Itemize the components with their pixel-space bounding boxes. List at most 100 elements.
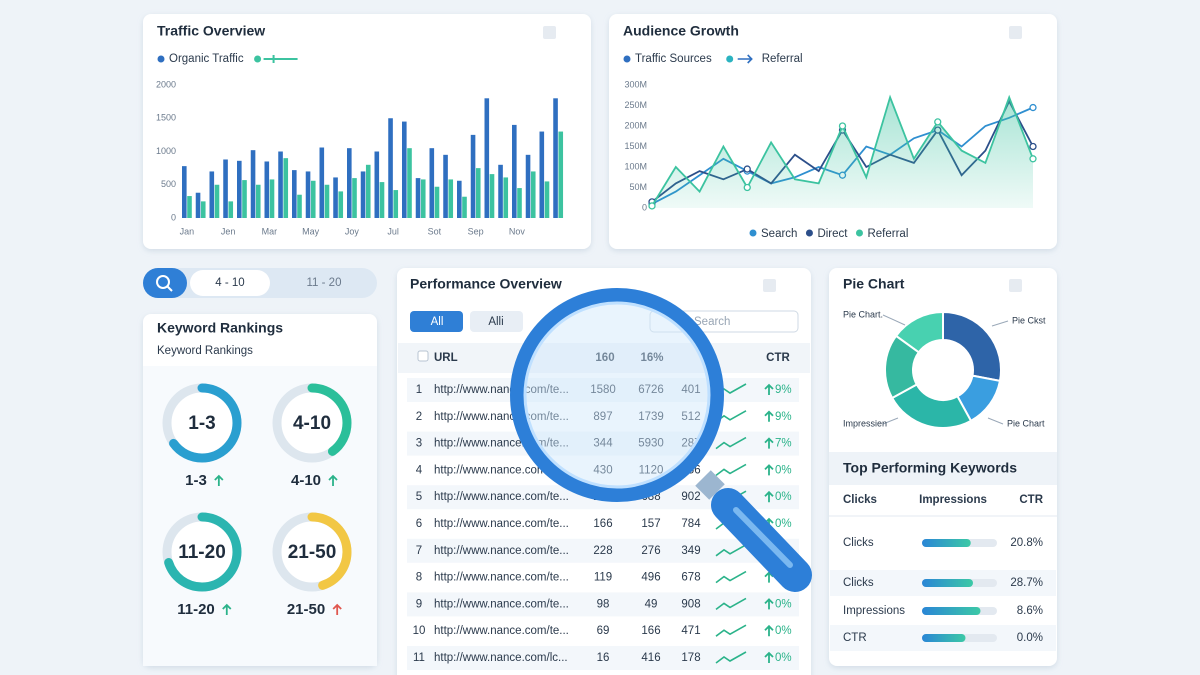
sparkline bbox=[715, 570, 747, 584]
sparkline bbox=[715, 436, 747, 450]
arrow-icon bbox=[332, 603, 342, 615]
checkbox[interactable] bbox=[417, 350, 429, 362]
bar bbox=[525, 154, 531, 218]
search-tab[interactable] bbox=[143, 268, 187, 298]
cell: 157 bbox=[641, 518, 660, 530]
cell: 512 bbox=[681, 411, 700, 423]
column-header: CTR bbox=[1019, 494, 1043, 506]
gauge-arc bbox=[162, 383, 242, 463]
cell: 228 bbox=[593, 545, 612, 557]
y-tick-label: 100M bbox=[624, 161, 647, 171]
x-tick-label: Nov bbox=[509, 226, 526, 236]
bar bbox=[338, 191, 344, 218]
gauge-label: 11-20 bbox=[178, 542, 226, 563]
cell: Clicks bbox=[843, 577, 874, 589]
bar bbox=[484, 98, 490, 218]
bar bbox=[429, 148, 435, 218]
x-tick-label: Sot bbox=[428, 226, 442, 236]
pie-label: Pie Chart bbox=[1007, 418, 1045, 428]
cell: 6 bbox=[416, 518, 422, 530]
y-tick-label: 200M bbox=[624, 120, 647, 130]
cell: Clicks bbox=[843, 537, 874, 549]
cell: http://www.nance.com/te... bbox=[434, 598, 569, 610]
bar bbox=[539, 131, 545, 218]
bar bbox=[415, 178, 421, 218]
icon bbox=[1009, 26, 1022, 39]
bar bbox=[195, 192, 201, 218]
arrow-icon bbox=[764, 383, 774, 395]
keywords-title-bar bbox=[829, 452, 1057, 485]
bar bbox=[305, 171, 311, 218]
cell: 3 bbox=[416, 438, 422, 450]
y-tick-label: 250M bbox=[624, 100, 647, 110]
bar bbox=[187, 196, 192, 218]
cell: 1580 bbox=[590, 384, 616, 396]
cell: http://www.nance.com/te... bbox=[434, 411, 569, 423]
cell: http://www.nance.com/te... bbox=[434, 384, 569, 396]
bar bbox=[333, 177, 338, 218]
tab[interactable]: 4 - 10 bbox=[215, 277, 244, 289]
cell: 178 bbox=[681, 652, 700, 664]
cell: http://www.nance.com/te... bbox=[434, 572, 569, 584]
gauge-label: 4-10 bbox=[293, 413, 331, 434]
y-tick-label: 1500 bbox=[156, 113, 176, 123]
cell: 2 bbox=[416, 411, 422, 423]
pie-slice bbox=[942, 310, 1002, 383]
y-tick-label: 300M bbox=[624, 79, 647, 89]
button-label[interactable]: Alli bbox=[488, 316, 503, 328]
bar bbox=[374, 151, 380, 218]
bar bbox=[209, 171, 215, 218]
cell: 0% bbox=[775, 491, 792, 503]
bar bbox=[223, 159, 228, 218]
bar bbox=[200, 201, 206, 218]
cell: 678 bbox=[681, 572, 700, 584]
bar bbox=[443, 154, 448, 218]
legend-dot bbox=[623, 55, 631, 63]
legend-dot bbox=[805, 229, 813, 237]
sparkline bbox=[715, 597, 747, 611]
title: Audience Growth bbox=[623, 23, 739, 39]
bar bbox=[922, 634, 966, 642]
row-bg bbox=[407, 378, 799, 402]
bar bbox=[517, 188, 522, 218]
cell: 784 bbox=[681, 518, 701, 530]
title: Top Performing Keywords bbox=[843, 460, 1017, 476]
cell: 28.7% bbox=[1010, 577, 1043, 589]
sparkline bbox=[715, 544, 747, 557]
gauge-caption: 21-50 bbox=[287, 601, 325, 618]
gauge-label: 21-50 bbox=[288, 542, 337, 563]
cell: 166 bbox=[593, 518, 612, 530]
button-label[interactable]: All bbox=[431, 316, 444, 328]
legend-label: Search bbox=[761, 228, 797, 240]
cell: 0% bbox=[775, 598, 792, 610]
button-all[interactable] bbox=[410, 311, 463, 332]
bar bbox=[434, 186, 440, 218]
title: Keyword Rankings bbox=[157, 320, 283, 336]
bar bbox=[278, 151, 283, 218]
x-tick-label: Jan bbox=[180, 226, 195, 236]
pie-label: Impressien bbox=[843, 418, 887, 428]
column-header: Clicks bbox=[843, 494, 877, 506]
y-tick-label: 0 bbox=[642, 202, 647, 212]
cell: 69 bbox=[597, 625, 610, 637]
magnifier-shine bbox=[733, 507, 793, 568]
button-all-2[interactable] bbox=[470, 311, 523, 332]
row-bg bbox=[407, 646, 799, 670]
cell: 6726 bbox=[638, 384, 664, 396]
search-placeholder[interactable]: Search bbox=[694, 316, 730, 328]
legend-label: Referral bbox=[762, 53, 803, 65]
cell: 166 bbox=[641, 625, 660, 637]
tab[interactable]: 11 - 20 bbox=[307, 277, 342, 289]
x-tick-label: Jen bbox=[221, 226, 236, 236]
cell: http://www.nance.com/lc... bbox=[434, 652, 568, 664]
bar bbox=[250, 150, 256, 218]
label-line bbox=[987, 417, 1004, 425]
legend-dot bbox=[749, 229, 757, 237]
cell: 98 bbox=[597, 598, 610, 610]
arrow-icon bbox=[214, 474, 224, 486]
bar bbox=[347, 148, 352, 218]
y-tick-label: 50M bbox=[629, 182, 647, 192]
magnifier-handle bbox=[695, 470, 725, 500]
cell: 8 bbox=[416, 572, 422, 584]
tab-active[interactable] bbox=[190, 270, 270, 296]
